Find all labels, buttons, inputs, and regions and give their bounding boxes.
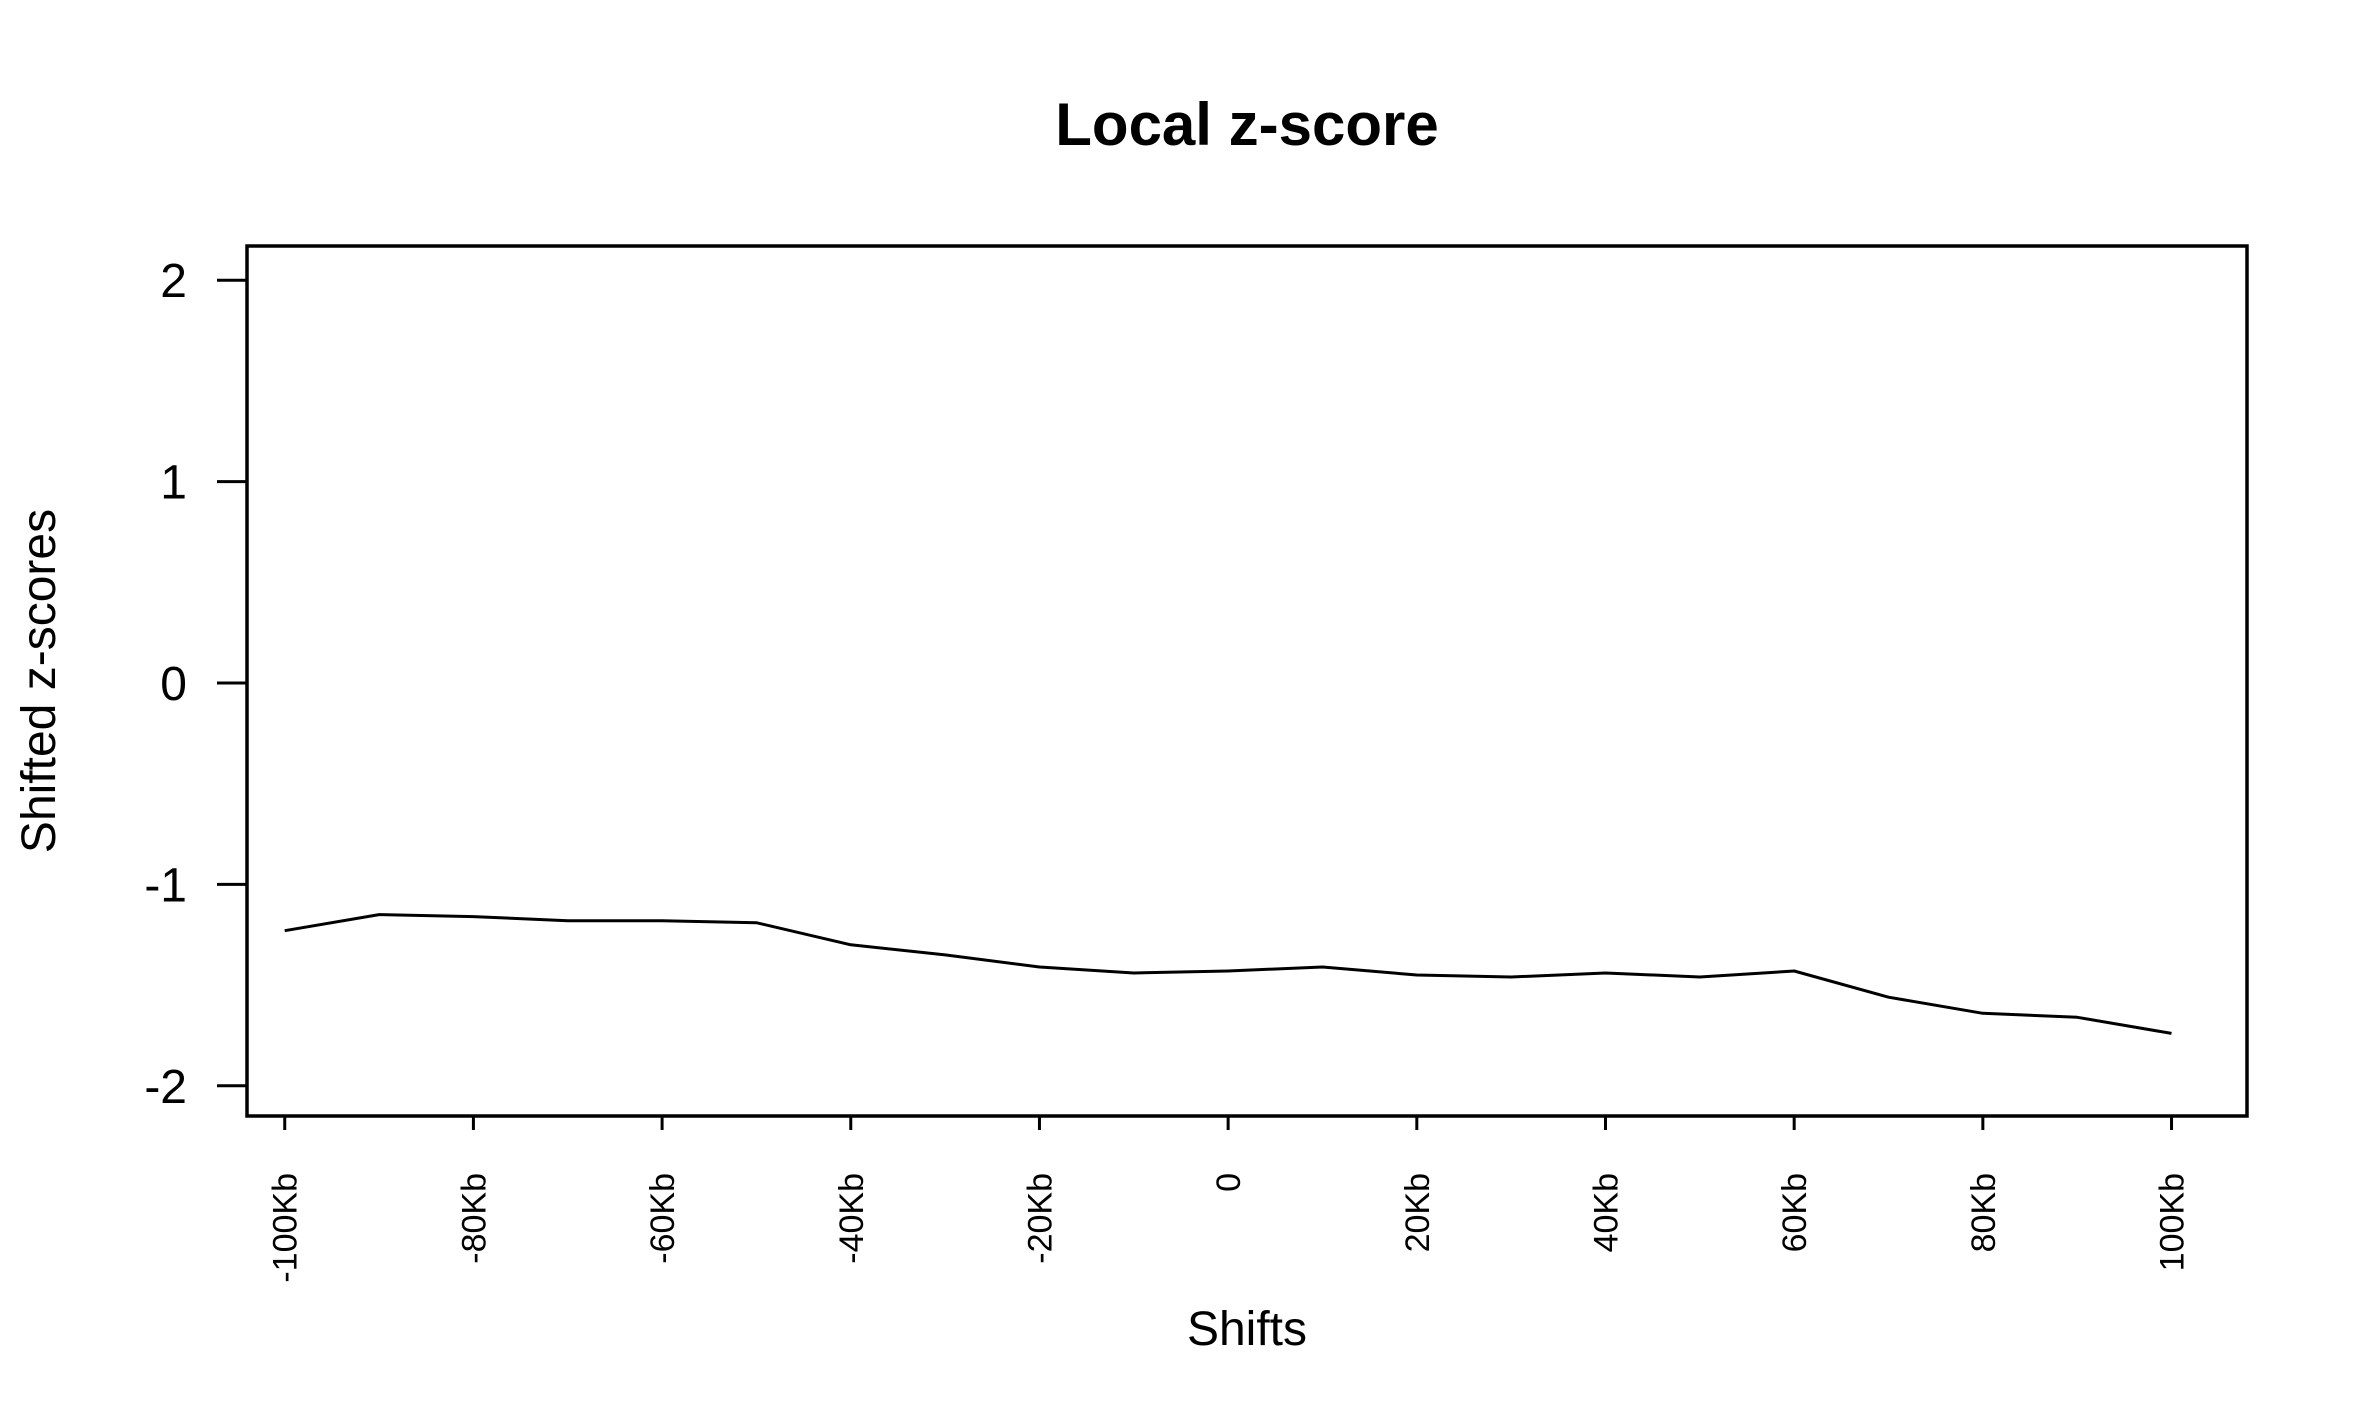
y-tick-label: 1 bbox=[160, 457, 187, 510]
plot-frame bbox=[245, 244, 2249, 1118]
x-tick-label: -60Kb bbox=[644, 1173, 682, 1264]
chart-title: Local z-score bbox=[1055, 91, 1438, 158]
x-axis: -100Kb -80Kb -60Kb -40Kb -20Kb 0 20Kb 40Kb 60Kb 8… bbox=[267, 1116, 2192, 1283]
x-tick-label: 0 bbox=[1210, 1173, 1248, 1192]
x-tick-label: 40Kb bbox=[1587, 1173, 1625, 1252]
x-tick-label: 80Kb bbox=[1965, 1173, 2003, 1252]
x-tick-label: 20Kb bbox=[1399, 1173, 1437, 1252]
series-line bbox=[284, 913, 2172, 1035]
x-axis-label: Shifts bbox=[1187, 1303, 1307, 1356]
y-tick-label: 2 bbox=[160, 255, 187, 308]
x-tick-label: 60Kb bbox=[1776, 1173, 1814, 1252]
y-axis: 2 1 0 -1 -2 bbox=[144, 255, 247, 1114]
y-axis-label: Shifted z-scores bbox=[13, 509, 66, 853]
y-tick-label: -1 bbox=[144, 859, 187, 912]
y-tick-label: -2 bbox=[144, 1061, 187, 1114]
series-layer bbox=[284, 913, 2172, 1035]
y-tick-label: 0 bbox=[160, 658, 187, 711]
x-tick-label: -100Kb bbox=[267, 1173, 305, 1283]
x-tick-label: -80Kb bbox=[455, 1173, 493, 1264]
x-tick-label: 100Kb bbox=[2154, 1173, 2192, 1271]
x-tick-label: -20Kb bbox=[1021, 1173, 1059, 1264]
x-tick-label: -40Kb bbox=[833, 1173, 871, 1264]
